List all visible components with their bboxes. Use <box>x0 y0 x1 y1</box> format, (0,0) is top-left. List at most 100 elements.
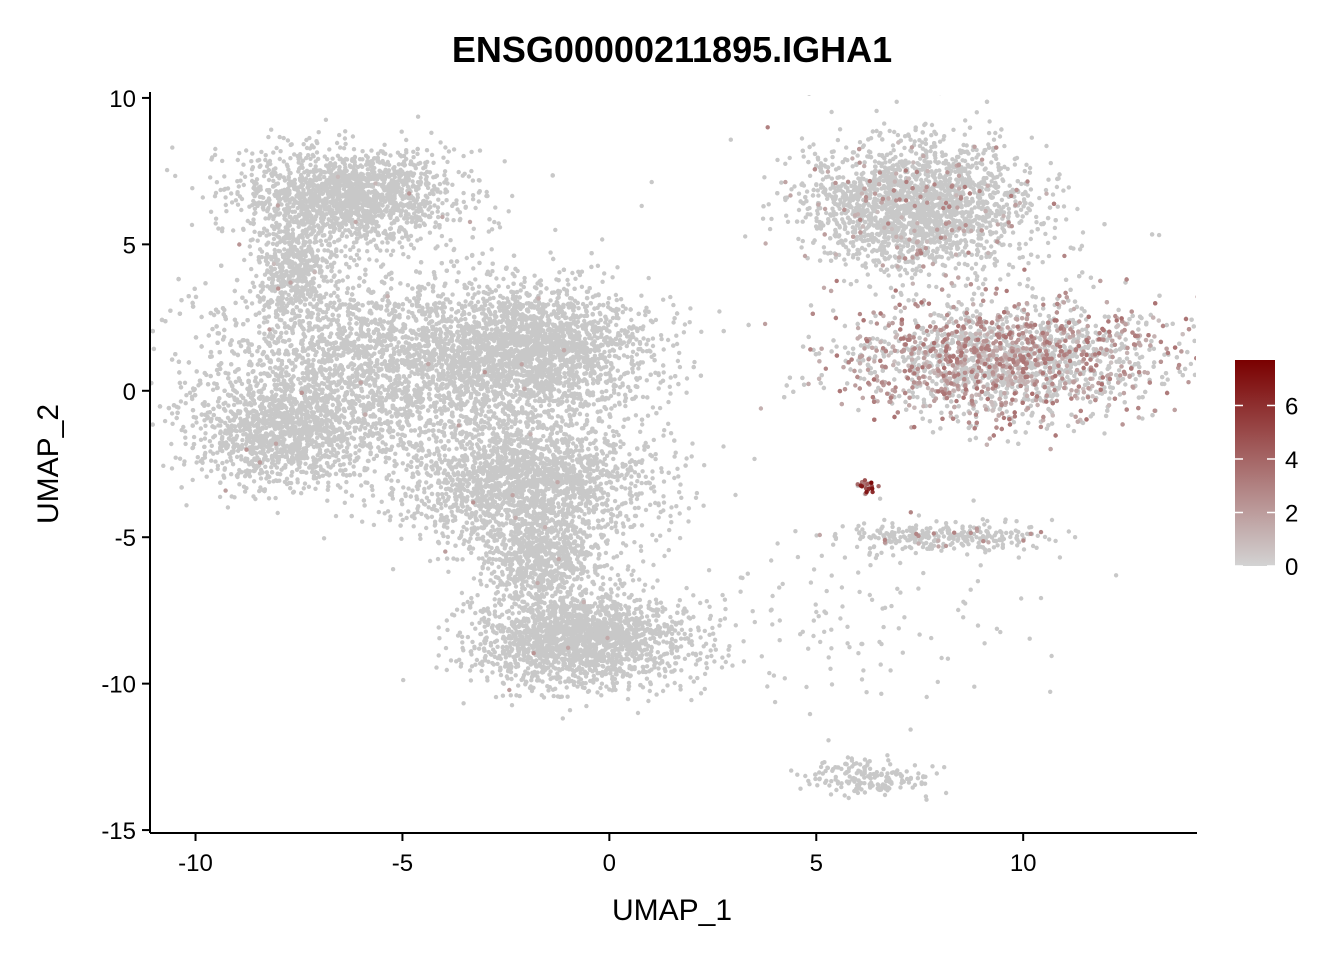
cell-point <box>464 255 469 261</box>
cell-point <box>299 176 305 181</box>
cell-point <box>249 167 255 172</box>
cell-point <box>343 228 348 233</box>
cell-point <box>265 209 270 214</box>
cell-point <box>438 190 443 195</box>
cell-point <box>286 292 291 298</box>
cell-point <box>296 166 302 172</box>
cell-point <box>445 212 450 217</box>
cell-point <box>274 323 280 328</box>
cell-point <box>436 214 441 220</box>
cell-point <box>315 197 320 202</box>
cell-point <box>373 243 379 248</box>
cell-point <box>433 174 438 179</box>
cell-point <box>443 145 448 150</box>
cell-point <box>381 170 387 175</box>
cell-point <box>294 247 300 253</box>
cell-point <box>349 158 355 163</box>
cell-point <box>263 157 268 163</box>
cell-point <box>305 216 310 221</box>
cell-point <box>400 235 405 240</box>
cell-point <box>276 225 281 230</box>
cell-point <box>421 199 426 204</box>
cell-point <box>320 256 325 261</box>
cell-point <box>374 258 379 263</box>
cell-point <box>321 213 326 219</box>
cell-point <box>466 174 472 179</box>
cell-point <box>445 159 450 165</box>
cell-point <box>316 130 321 135</box>
cell-point <box>402 163 407 168</box>
cell-point <box>315 140 320 146</box>
cell-point <box>305 205 310 211</box>
cell-point <box>328 250 334 255</box>
cell-point <box>489 227 495 232</box>
cell-point <box>293 200 299 205</box>
cell-point <box>273 166 278 171</box>
cell-point <box>220 158 225 164</box>
cell-point <box>383 162 388 167</box>
cell-point <box>325 157 330 162</box>
cell-point <box>485 193 490 199</box>
cell-point <box>257 230 262 236</box>
cell-point <box>350 134 356 139</box>
cell-point <box>273 232 279 237</box>
cell-point <box>258 283 263 288</box>
cell-point <box>424 148 430 153</box>
cell-point <box>388 252 394 258</box>
cell-point <box>385 240 390 245</box>
cell-point <box>318 184 324 189</box>
cell-point <box>379 175 385 180</box>
cell-point <box>366 189 371 194</box>
cell-point <box>406 171 411 177</box>
cell-point <box>457 218 462 223</box>
cell-point <box>388 226 394 231</box>
cell-point <box>392 218 397 224</box>
cell-point <box>380 240 385 245</box>
cell-point <box>279 268 284 273</box>
cell-point <box>320 221 326 226</box>
cell-point <box>296 160 301 165</box>
cell-point <box>280 260 285 266</box>
cell-point <box>252 284 257 289</box>
cell-point <box>372 214 378 219</box>
cell-point <box>428 214 433 220</box>
cell-point <box>302 302 308 307</box>
cell-point <box>432 185 437 191</box>
cell-point <box>342 136 348 141</box>
cell-point <box>277 249 283 254</box>
cell-point <box>411 149 416 154</box>
cell-point <box>208 209 214 214</box>
cell-point <box>386 174 392 179</box>
cell-point <box>368 176 374 182</box>
cell-point <box>367 257 372 262</box>
cell-point <box>352 154 358 160</box>
cell-point <box>477 189 482 194</box>
cell-point <box>200 195 205 200</box>
cell-point <box>241 162 246 167</box>
cell-point <box>384 248 390 253</box>
cell-point <box>257 299 262 304</box>
cell-point <box>343 129 348 134</box>
cell-point <box>300 158 306 163</box>
cell-point <box>347 192 353 198</box>
cell-point <box>271 216 276 222</box>
cell-point <box>313 236 318 241</box>
cell-point <box>315 256 321 261</box>
cell-point <box>471 226 476 231</box>
cell-point <box>330 156 335 161</box>
cell-point <box>348 213 354 218</box>
cell-point <box>222 174 227 179</box>
cell-point <box>444 198 449 203</box>
cell-point <box>398 167 403 172</box>
chart-title: ENSG00000211895.IGHA1 <box>452 29 892 70</box>
cell-point <box>287 242 292 247</box>
cell-point <box>281 159 286 164</box>
cell-point <box>272 206 277 211</box>
cell-point <box>308 220 313 226</box>
cell-point <box>263 153 268 158</box>
cell-point <box>290 227 295 232</box>
cell-point <box>362 233 367 238</box>
cell-point <box>365 167 370 172</box>
cell-point <box>294 216 299 222</box>
cell-point <box>259 255 264 260</box>
